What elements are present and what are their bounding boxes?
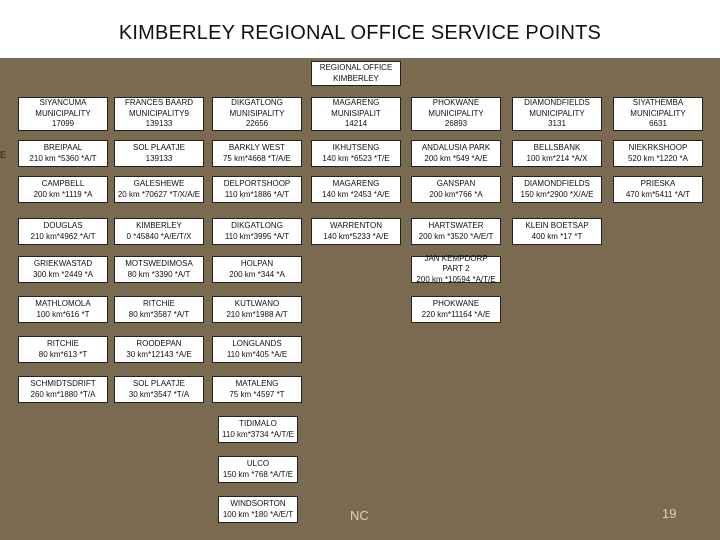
service-point-box-1-5: RITCHIE 80 km*3587 *A/T [114,296,204,323]
service-point-box-3-3: WARRENTON 140 km*5233 *A/E [311,218,401,245]
municipality-box-4-0-label: PHOKWANE MUNICIPALITY 26893 [428,98,484,129]
root-label: REGIONAL OFFICE KIMBERLEY [319,63,393,83]
service-point-box-0-2: CAMPBELL 200 km *1119 *A [18,176,108,203]
service-point-box-6-2: PRIESKA 470 km*5411 *A/T [613,176,703,203]
service-point-box-0-5-label: MATHLOMOLA 100 km*616 *T [35,299,91,319]
service-point-box-4-3-label: HARTSWATER 200 km *3520 *A/E/T [418,221,494,241]
service-point-box-6-2-label: PRIESKA 470 km*5411 *A/T [625,179,691,199]
municipality-box-3-0-label: MAGARENG MUNISIPALIT 14214 [331,98,381,129]
service-point-box-5-3-label: KLEIN BOETSAP 400 km *17 *T [525,221,589,241]
service-point-box-2-6: LONGLANDS 110 km*405 *A/E [212,336,302,363]
side-marker: E [0,150,7,160]
service-point-box-0-3-label: DOUGLAS 210 km*4962 *A/T [30,221,96,241]
service-point-box-0-5: MATHLOMOLA 100 km*616 *T [18,296,108,323]
service-point-box-3-1-label: IKHUTSENG 140 km *6523 *T/E [322,143,390,163]
service-point-box-4-1-label: ANDALUSIA PARK 200 km *549 *A/E [421,143,491,163]
municipality-box-2-0: DIKGATLONG MUNISIPALITY 22656 [212,97,302,131]
service-point-box-4-4-label: JAN KEMPDORP PART 2 200 km *10594 *A/T/E [416,253,496,284]
service-point-box-2-7: MATALENG 75 km *4597 *T [212,376,302,403]
page-title: KIMBERLEY REGIONAL OFFICE SERVICE POINTS [118,22,602,44]
service-point-box-3-2-label: MAGARENG 140 km *2453 *A/E [322,179,390,199]
municipality-box-5-0-label: DIAMONDFIELDS MUNICIPALITY 3131 [524,98,590,129]
municipality-box-1-0: FRANCES BAARD MUNICIPALITY9 139133 [114,97,204,131]
page-number: 19 [662,506,677,521]
municipality-box-0-0: SIYANCUMA MUNICIPALITY 17099 [18,97,108,131]
service-point-box-0-7: SCHMIDTSDRIFT 260 km*1880 *T/A [18,376,108,403]
service-point-box-1-1-label: SOL PLAATJE 139133 [132,143,186,163]
service-point-box-1-5-label: RITCHIE 80 km*3587 *A/T [128,299,190,319]
service-point-box-2-5: KUTLWANO 210 km*1988 A/T [212,296,302,323]
service-point-box-6-1-label: NIEKRKSHOOP 520 km *1220 *A [627,143,689,163]
service-point-box-3-2: MAGARENG 140 km *2453 *A/E [311,176,401,203]
service-point-box-2-5-label: KUTLWANO 210 km*1988 A/T [226,299,288,319]
service-point-box-1-7: SOL PLAATJE 30 km*3547 *T/A [114,376,204,403]
service-point-box-0-4: GRIEKWASTAD 300 km *2449 *A [18,256,108,283]
service-point-box-2-10-label: WINDSORTON 100 km *180 *A/E/T [222,499,294,519]
service-point-box-2-7-label: MATALENG 75 km *4597 *T [229,379,285,399]
service-point-box-1-3-label: KIMBERLEY 0 *45840 *A/E/T/X [126,221,192,241]
municipality-box-4-0: PHOKWANE MUNICIPALITY 26893 [411,97,501,131]
service-point-box-5-1: BELLSBANK 100 km*214 *A/X [512,140,602,167]
service-point-box-2-6-label: LONGLANDS 110 km*405 *A/E [226,339,288,359]
service-point-box-2-4-label: HOLPAN 200 km *344 *A [229,259,285,279]
service-point-box-2-1: BARKLY WEST 75 km*4668 *T/A/E [212,140,302,167]
service-point-box-0-2-label: CAMPBELL 200 km *1119 *A [33,179,93,199]
service-point-box-5-2-label: DIAMONDFIELDS 150 km*2900 *X/A/E [520,179,594,199]
service-point-box-0-1-label: BREIPAAL 210 km *5360 *A/T [29,143,97,163]
service-point-box-5-1-label: BELLSBANK 100 km*214 *A/X [526,143,588,163]
service-point-box-1-4: MOTSWEDIMOSA 80 km *3390 *A/T [114,256,204,283]
service-point-box-4-1: ANDALUSIA PARK 200 km *549 *A/E [411,140,501,167]
service-point-box-2-1-label: BARKLY WEST 75 km*4668 *T/A/E [222,143,292,163]
service-point-box-0-3: DOUGLAS 210 km*4962 *A/T [18,218,108,245]
service-point-box-6-1: NIEKRKSHOOP 520 km *1220 *A [613,140,703,167]
service-point-box-1-3: KIMBERLEY 0 *45840 *A/E/T/X [114,218,204,245]
municipality-box-5-0: DIAMONDFIELDS MUNICIPALITY 3131 [512,97,602,131]
service-point-box-2-3: DIKGATLONG 110 km*3995 *A/T [212,218,302,245]
service-point-box-0-1: BREIPAAL 210 km *5360 *A/T [18,140,108,167]
municipality-box-1-0-label: FRANCES BAARD MUNICIPALITY9 139133 [124,98,193,129]
service-point-box-1-2-label: GALESHEWE 20 km *70627 *T/X/A/E [117,179,201,199]
municipality-box-0-0-label: SIYANCUMA MUNICIPALITY 17099 [35,98,91,129]
service-point-box-3-1: IKHUTSENG 140 km *6523 *T/E [311,140,401,167]
service-point-box-2-8: TIDIMALO 110 km*3734 *A/T/E [218,416,298,443]
service-point-box-2-3-label: DIKGATLONG 110 km*3995 *A/T [224,221,290,241]
footer-left: NC [350,508,369,523]
service-point-box-0-6: RITCHIE 80 km*613 *T [18,336,108,363]
title-band [0,0,720,58]
service-point-box-4-5-label: PHOKWANE 220 km*11164 *A/E [421,299,491,319]
service-point-box-4-2: GANSPAN 200 km*766 *A [411,176,501,203]
municipality-box-3-0: MAGARENG MUNISIPALIT 14214 [311,97,401,131]
service-point-box-1-6-label: ROODEPAN 30 km*12143 *A/E [126,339,192,359]
service-point-box-1-4-label: MOTSWEDIMOSA 80 km *3390 *A/T [125,259,193,279]
root-box: REGIONAL OFFICE KIMBERLEY [311,61,401,86]
service-point-box-4-2-label: GANSPAN 200 km*766 *A [429,179,483,199]
service-point-box-0-6-label: RITCHIE 80 km*613 *T [38,339,88,359]
service-point-box-4-3: HARTSWATER 200 km *3520 *A/E/T [411,218,501,245]
service-point-box-1-1: SOL PLAATJE 139133 [114,140,204,167]
service-point-box-2-2: DELPORTSHOOP 110 km*1886 *A/T [212,176,302,203]
municipality-box-6-0: SIYATHEMBA MUNICIPALITY 6631 [613,97,703,131]
service-point-box-1-7-label: SOL PLAATJE 30 km*3547 *T/A [128,379,190,399]
service-point-box-2-8-label: TIDIMALO 110 km*3734 *A/T/E [222,419,294,439]
service-point-box-2-4: HOLPAN 200 km *344 *A [212,256,302,283]
service-point-box-0-4-label: GRIEKWASTAD 300 km *2449 *A [32,259,94,279]
service-point-box-5-3: KLEIN BOETSAP 400 km *17 *T [512,218,602,245]
municipality-box-2-0-label: DIKGATLONG MUNISIPALITY 22656 [229,98,285,129]
service-point-box-2-9-label: ULCO 150 km *768 *A/T/E [222,459,294,479]
service-point-box-4-4: JAN KEMPDORP PART 2 200 km *10594 *A/T/E [411,253,501,284]
service-point-box-1-6: ROODEPAN 30 km*12143 *A/E [114,336,204,363]
service-point-box-4-5: PHOKWANE 220 km*11164 *A/E [411,296,501,323]
service-point-box-2-2-label: DELPORTSHOOP 110 km*1886 *A/T [223,179,291,199]
service-point-box-5-2: DIAMONDFIELDS 150 km*2900 *X/A/E [512,176,602,203]
municipality-box-6-0-label: SIYATHEMBA MUNICIPALITY 6631 [630,98,686,129]
service-point-box-2-9: ULCO 150 km *768 *A/T/E [218,456,298,483]
service-point-box-1-2: GALESHEWE 20 km *70627 *T/X/A/E [114,176,204,203]
service-point-box-0-7-label: SCHMIDTSDRIFT 260 km*1880 *T/A [30,379,96,399]
service-point-box-3-3-label: WARRENTON 140 km*5233 *A/E [323,221,389,241]
service-point-box-2-10: WINDSORTON 100 km *180 *A/E/T [218,496,298,523]
